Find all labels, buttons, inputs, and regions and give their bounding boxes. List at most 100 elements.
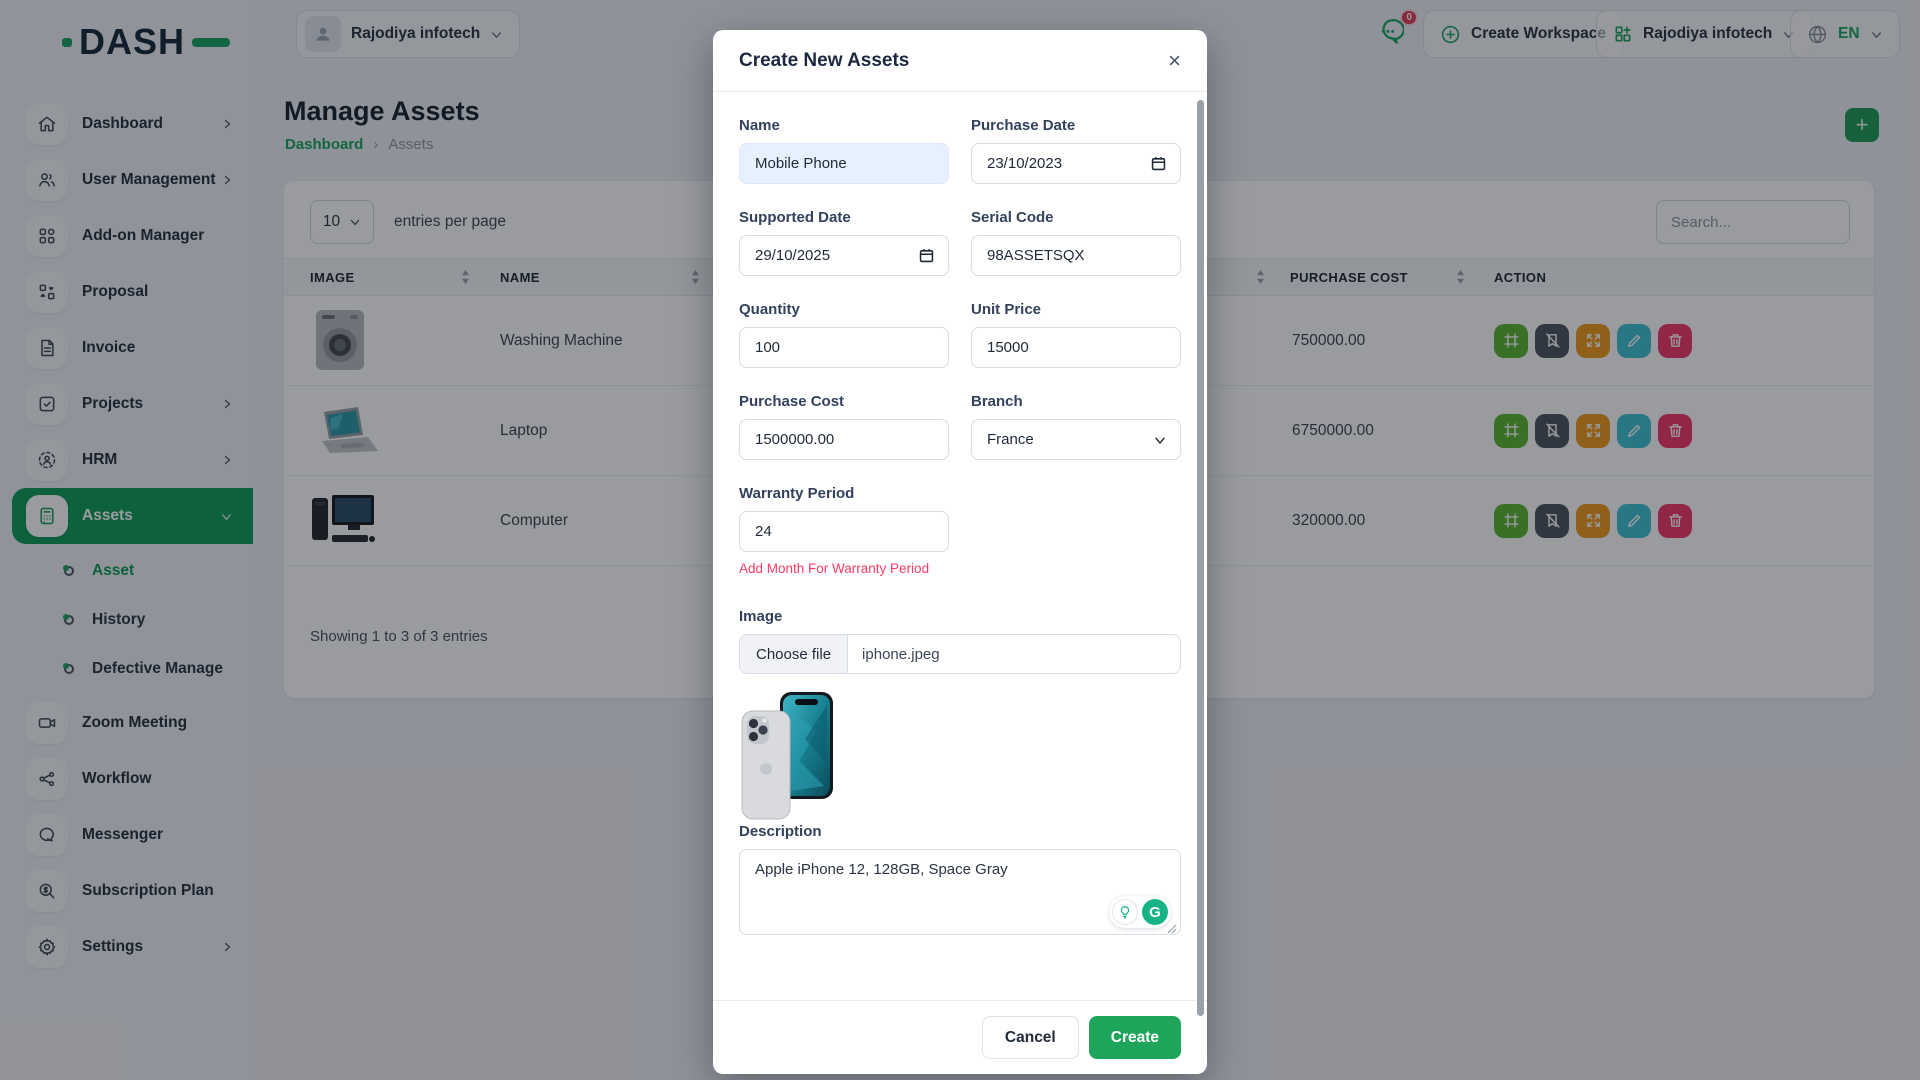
suggestion-bulb-icon[interactable] [1112,899,1138,925]
scan-action-button[interactable] [1494,413,1528,448]
name-input[interactable] [739,143,949,184]
submenu-item-label: History [92,610,146,628]
purchase-date-input[interactable]: 23/10/2023 [971,143,1181,184]
company-switcher[interactable]: Rajodiya infotech [1596,10,1813,58]
sidebar-item-label: Workflow [82,770,152,787]
sidebar-item-invoice[interactable]: Invoice [0,320,253,376]
sidebar-item-projects[interactable]: Projects [0,376,253,432]
frame-icon [1503,422,1520,439]
table-row: Laptop 6750000.00 [284,386,1874,476]
description-label: Description [739,823,822,840]
cancel-button[interactable]: Cancel [981,1016,1079,1059]
sidebar-item-zoom-meeting[interactable]: Zoom Meeting [0,695,253,751]
column-header-action[interactable]: ACTION [1480,270,1874,285]
chat-badge: 0 [1400,9,1418,26]
delete-icon [1667,332,1684,349]
sidebar-item-subscription-plan[interactable]: Subscription Plan [0,863,253,919]
edit-action-button[interactable] [1617,323,1651,358]
unbookmark-action-button[interactable] [1535,323,1569,358]
frame-icon [1503,332,1520,349]
workspace-selector[interactable]: Rajodiya infotech [296,10,521,58]
search-input[interactable] [1656,200,1850,244]
person-dashed-circle-icon [26,439,68,481]
edit-action-button[interactable] [1617,413,1651,448]
description-textarea[interactable]: Apple iPhone 12, 128GB, Space Gray [739,849,1181,935]
chevron-down-icon [1870,28,1883,41]
table-row: Computer 320000.00 [284,476,1874,566]
breadcrumb-dashboard-link[interactable]: Dashboard [285,136,364,153]
sidebar-menu: Dashboard User Management Add-on Manager… [0,96,253,975]
submenu-item-asset[interactable]: Asset [0,546,253,595]
expand-icon [1585,332,1602,349]
submenu-item-label: Defective Manage [92,659,223,677]
resize-handle[interactable] [1167,924,1177,934]
sidebar-item-addon-manager[interactable]: Add-on Manager [0,208,253,264]
move-action-button[interactable] [1576,323,1610,358]
purchase-cost-input[interactable] [739,419,949,460]
scan-action-button[interactable] [1494,503,1528,538]
breadcrumb: Dashboard › Assets [285,136,433,153]
sidebar-item-proposal[interactable]: Proposal [0,264,253,320]
sidebar-item-messenger[interactable]: Messenger [0,807,253,863]
column-header-name[interactable]: NAME [500,270,760,285]
sidebar-item-settings[interactable]: Settings [0,919,253,975]
delete-action-button[interactable] [1658,323,1692,358]
row-actions [1480,503,1874,538]
unit-price-label: Unit Price [971,301,1042,318]
sidebar-item-dashboard[interactable]: Dashboard [0,96,253,152]
purchase-date-value: 23/10/2023 [987,155,1063,172]
grid-plus-icon [1613,24,1633,44]
submenu-item-defective-manage[interactable]: Defective Manage [0,644,253,693]
chevron-down-icon [490,28,503,41]
column-header-hidden[interactable] [760,270,1290,284]
language-selector[interactable]: EN [1790,10,1900,58]
serial-code-input[interactable] [971,235,1181,276]
choose-file-button[interactable]: Choose file [740,635,849,673]
image-file-input[interactable]: Choose file iphone.jpeg [739,634,1181,674]
close-icon[interactable]: × [1168,47,1181,73]
sidebar-item-label: Settings [82,938,144,955]
sidebar-item-workflow[interactable]: Workflow [0,751,253,807]
delete-action-button[interactable] [1658,503,1692,538]
washing-machine-image [284,309,500,373]
sidebar-item-assets[interactable]: Assets [12,488,253,544]
sidebar-item-user-management[interactable]: User Management [0,152,253,208]
modal-scrollbar[interactable] [1197,100,1204,1016]
submenu-item-history[interactable]: History [0,595,253,644]
create-workspace-button[interactable]: Create Workspace [1423,10,1623,58]
sidebar-item-label: Projects [82,395,144,412]
quantity-input[interactable] [739,327,949,368]
warranty-period-input[interactable] [739,511,949,552]
add-asset-button[interactable]: + [1845,108,1879,142]
bookmark-slash-icon [1544,422,1561,439]
quantity-label: Quantity [739,301,800,318]
move-action-button[interactable] [1576,503,1610,538]
sidebar-item-label: Proposal [82,283,149,300]
modal-footer: Cancel Create [713,1000,1207,1074]
entries-per-page-select[interactable]: 10 [310,200,374,244]
delete-action-button[interactable] [1658,413,1692,448]
move-action-button[interactable] [1576,413,1610,448]
unit-price-input[interactable] [971,327,1181,368]
serial-code-field-group: Serial Code [971,209,1181,276]
chat-button[interactable]: 0 [1372,9,1418,56]
edit-icon [1626,512,1643,529]
grammarly-icon[interactable]: G [1142,899,1168,925]
column-header-image[interactable]: IMAGE [284,270,500,285]
unbookmark-action-button[interactable] [1535,413,1569,448]
document-icon [26,327,68,369]
supported-date-input[interactable]: 29/10/2025 [739,235,949,276]
breadcrumb-current: Assets [388,136,434,153]
create-button[interactable]: Create [1088,1016,1181,1059]
unbookmark-action-button[interactable] [1535,503,1569,538]
share-nodes-icon [26,758,68,800]
column-header-purchase-cost[interactable]: PURCHASE COST [1290,270,1480,285]
company-name: Rajodiya infotech [1643,25,1773,42]
branch-select[interactable]: France [971,419,1181,460]
scan-action-button[interactable] [1494,323,1528,358]
edit-action-button[interactable] [1617,503,1651,538]
calendar-icon [918,247,935,264]
sidebar-item-hrm[interactable]: HRM [0,432,253,488]
calculator-icon [26,495,68,537]
purchase-cost-cell: 750000.00 [1292,331,1366,349]
